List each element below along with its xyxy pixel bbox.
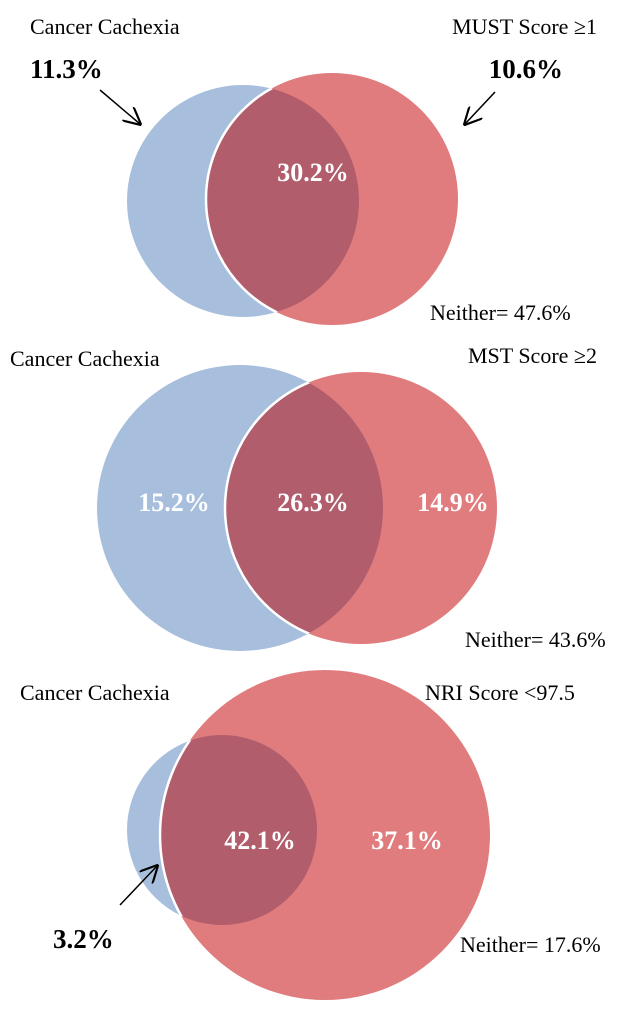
overlap-value: 42.1% — [224, 826, 296, 855]
venn-2: Cancer Cachexia MST Score ≥2 15.2% 26.3%… — [10, 343, 606, 652]
overlap — [160, 735, 317, 925]
right-label: MUST Score ≥1 — [452, 14, 597, 39]
overlap-edge — [204, 85, 359, 317]
arrow — [465, 91, 496, 124]
right-only: 14.9% — [417, 488, 489, 517]
overlap-value: 26.3% — [277, 488, 349, 517]
right-only: 37.1% — [371, 826, 443, 855]
arrow — [119, 866, 157, 906]
overlap — [206, 85, 359, 317]
venn-1: Cancer Cachexia MUST Score ≥1 11.3% 10.6… — [30, 14, 597, 325]
left-only: 11.3% — [30, 54, 103, 84]
overlap-value: 30.2% — [277, 158, 349, 187]
right-label: NRI Score <97.5 — [425, 680, 575, 705]
left-label: Cancer Cachexia — [30, 14, 180, 39]
left-label: Cancer Cachexia — [20, 680, 170, 705]
venn-3: Cancer Cachexia NRI Score <97.5 42.1% 37… — [20, 670, 601, 1000]
neither: Neither= 17.6% — [460, 932, 601, 957]
left-only: 3.2% — [53, 924, 114, 954]
right-only: 10.6% — [489, 54, 563, 84]
arrow — [99, 89, 140, 124]
right-label: MST Score ≥2 — [468, 343, 597, 368]
neither: Neither= 43.6% — [465, 627, 606, 652]
left-only: 15.2% — [138, 488, 210, 517]
neither: Neither= 47.6% — [430, 300, 571, 325]
overlap — [225, 372, 383, 644]
left-label: Cancer Cachexia — [10, 346, 160, 371]
overlap-edge — [158, 735, 317, 925]
